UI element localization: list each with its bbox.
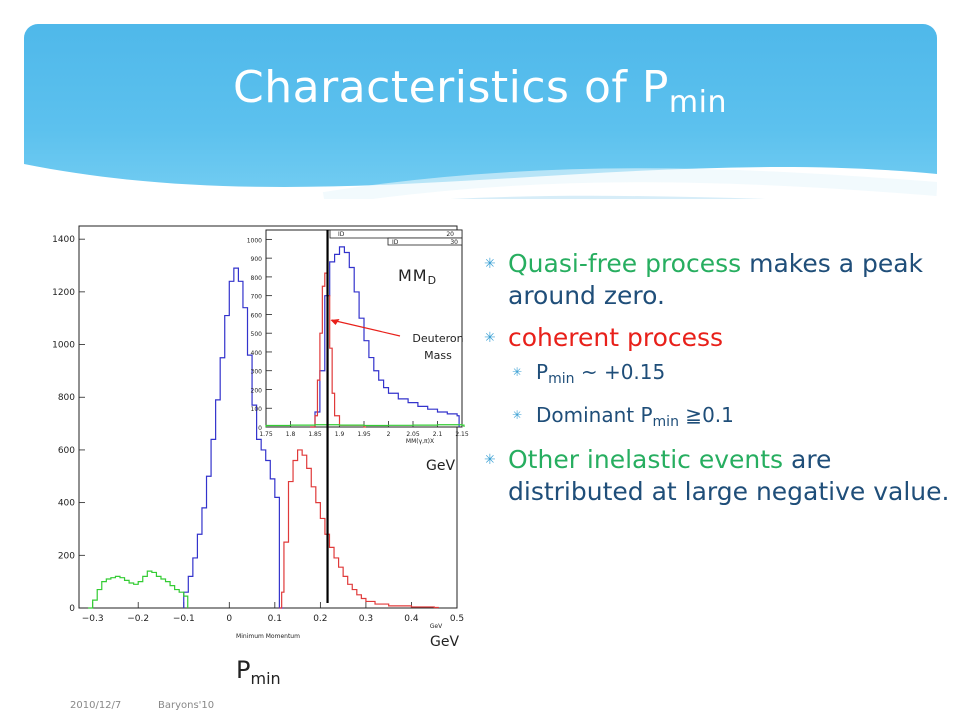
deuteron-mass-label: Deuteron Mass: [412, 332, 464, 362]
bullet-coherent: ✳ coherent process: [484, 323, 724, 352]
inset-hist-y-tick-label: 0: [258, 425, 262, 432]
inset-hist-x-axis-title: MM(γ,π)X: [406, 438, 434, 445]
bullet-quasi-free: ✳ Quasi-free process makes a peak around …: [484, 249, 924, 310]
main-hist-x-tick-label: 0.1: [268, 614, 282, 624]
inset-hist-y-tick-label: 500: [251, 331, 263, 338]
sub-bullet-pmin-value: ✳ Pmin ~ +0.15: [512, 360, 666, 387]
main-hist-x-tick-label: −0.2: [127, 614, 149, 624]
sub-bullet-dominant: ✳ Dominant Pmin ≧0.1: [512, 403, 734, 430]
footer-date: 2010/12/7: [70, 700, 122, 711]
main-hist-series-0: [183, 267, 284, 609]
main-unit-label: GeV: [430, 634, 460, 650]
main-hist-x-axis-title: Minimum Momentum: [236, 633, 300, 640]
inset-hist-y-tick-label: 900: [251, 256, 263, 263]
footer-conference: Baryons'10: [158, 700, 215, 711]
inset-hist-y-tick-label: 700: [251, 294, 263, 301]
inset-hist-x-tick-label: 2.1: [433, 431, 443, 438]
main-hist-unit-title: GeV: [430, 623, 443, 630]
main-hist-x-tick-label: −0.3: [82, 614, 104, 624]
inset-hist-series-0: [310, 246, 460, 428]
inset-hist-x-tick-label: 1.85: [308, 431, 322, 438]
bullet-list: ✳ Quasi-free process makes a peak around …: [484, 248, 954, 518]
main-hist-x-tick-label: 0.4: [404, 614, 419, 624]
inset-hist-x-tick-label: 2.15: [455, 431, 469, 438]
inset-stat-id-1: ID: [338, 231, 345, 238]
main-hist-y-tick-label: 1400: [52, 235, 75, 245]
inset-hist-y-tick-label: 100: [251, 406, 263, 413]
inset-hist-x-tick-label: 2.05: [406, 431, 420, 438]
inset-hist-y-tick-label: 1000: [247, 237, 262, 244]
main-hist-x-tick-label: 0.3: [359, 614, 373, 624]
deuteron-arrow-head: [330, 319, 340, 325]
inset-hist-x-tick-label: 1.95: [357, 431, 371, 438]
main-hist-series-2: [88, 570, 189, 609]
deuteron-arrow-shaft: [331, 319, 401, 337]
header-decoration: [24, 164, 937, 199]
inset-hist-x-tick-label: 1.75: [259, 431, 273, 438]
inset-stat-value-2: 30: [450, 239, 458, 246]
main-hist-x-tick-label: 0: [226, 614, 232, 624]
inset-hist-y-tick-label: 300: [251, 369, 263, 376]
inset-unit-label: GeV: [426, 458, 456, 474]
main-hist-series-1: [279, 449, 439, 609]
inset-hist-y-tick-label: 400: [251, 350, 263, 357]
main-hist-x-tick-label: 0.2: [313, 614, 327, 624]
main-hist-y-tick-label: 0: [69, 604, 75, 614]
main-hist-x-tick-label: −0.1: [173, 614, 195, 624]
inset-hist-y-tick-label: 600: [251, 312, 263, 319]
inset-hist-x-tick-label: 1.8: [286, 431, 296, 438]
main-hist-y-tick-label: 200: [58, 551, 75, 561]
main-hist-y-tick-label: 1000: [52, 341, 75, 351]
inset-hist-x-tick-label: 1.9: [335, 431, 345, 438]
main-hist-y-tick-label: 600: [58, 446, 75, 456]
mmd-label: MMD: [398, 266, 438, 287]
main-hist-y-tick-label: 400: [58, 499, 75, 509]
inset-stat-box-top: [329, 229, 463, 239]
main-hist-y-tick-label: 800: [58, 393, 75, 403]
inset-hist-x-tick-label: 2: [387, 431, 391, 438]
main-hist-y-tick-label: 1200: [52, 288, 75, 298]
slide-title: Characteristics of Pmin: [233, 62, 727, 120]
inset-hist-y-tick-label: 800: [251, 275, 263, 282]
inset-stat-id-2: ID: [392, 239, 399, 246]
slide-header: [24, 24, 937, 199]
pmin-axis-label: Pmin: [236, 656, 281, 688]
inset-stat-box-bottom: [387, 237, 463, 246]
inset-stat-value-1: 20: [446, 231, 454, 238]
main-hist-x-tick-label: 0.5: [450, 614, 464, 624]
bullet-other-inelastic: ✳ Other inelastic events are distributed …: [484, 445, 950, 506]
inset-hist-series-2: [265, 424, 465, 427]
inset-hist-y-tick-label: 200: [251, 387, 263, 394]
